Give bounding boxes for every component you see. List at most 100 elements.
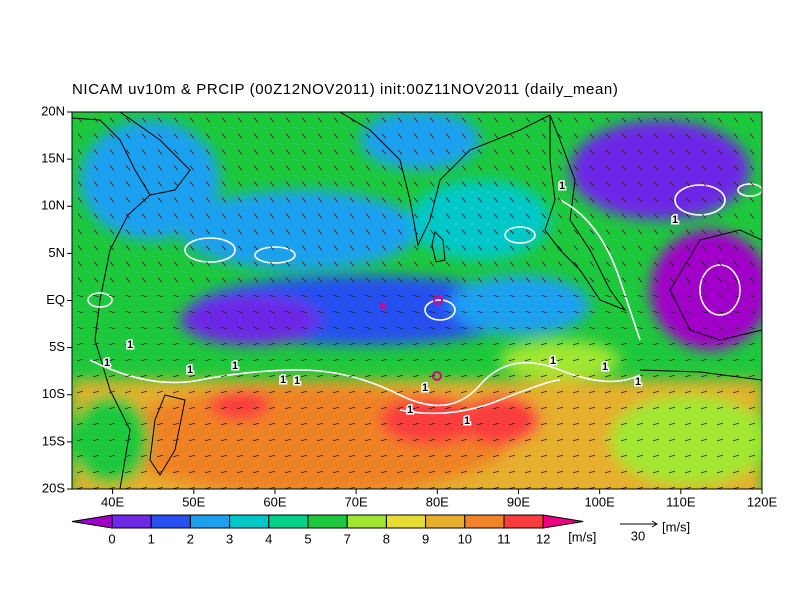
- wind-arrow: [141, 149, 147, 155]
- wind-arrow: [445, 165, 451, 171]
- wind-arrow: [108, 358, 116, 362]
- wind-arrow: [620, 294, 628, 298]
- wind-arrow: [76, 438, 84, 442]
- wind-arrow: [317, 213, 323, 219]
- wind-arrow: [653, 149, 659, 155]
- wind-arrow: [508, 470, 516, 474]
- wind-arrow: [460, 294, 468, 298]
- wind-arrow: [349, 245, 355, 251]
- wind-arrow: [236, 294, 244, 298]
- wind-arrow: [348, 422, 356, 426]
- wind-arrow: [108, 438, 116, 442]
- wind-arrow: [125, 181, 131, 187]
- wind-arrow: [605, 277, 611, 283]
- wind-arrow: [172, 390, 180, 394]
- contour-label: 1: [187, 364, 193, 376]
- x-tick-label: 40E: [101, 494, 124, 509]
- wind-arrow: [317, 229, 323, 235]
- colorbar-segment: [503, 514, 544, 529]
- wind-arrow: [749, 245, 755, 251]
- wind-arrow: [109, 277, 115, 283]
- wind-arrow: [637, 149, 643, 155]
- wind-arrow: [348, 454, 356, 458]
- wind-arrow: [684, 326, 692, 330]
- wind-arrow: [380, 470, 388, 474]
- wind-arrow: [668, 438, 676, 442]
- wind-arrow: [300, 406, 308, 410]
- wind-arrow: [476, 390, 484, 394]
- wind-arrow: [77, 181, 83, 187]
- wind-arrow: [621, 261, 627, 267]
- wind-arrow: [349, 117, 355, 123]
- wind-arrow: [236, 310, 244, 314]
- wind-arrow: [221, 213, 227, 219]
- wind-arrow: [284, 358, 292, 362]
- wind-arrow: [397, 165, 403, 171]
- wind-arrow: [477, 197, 483, 203]
- wind-arrow: [700, 390, 708, 394]
- wind-arrow: [348, 438, 356, 442]
- wind-arrow: [125, 229, 131, 235]
- wind-arrow: [284, 374, 292, 378]
- colorbar-unit: [m/s]: [568, 529, 596, 544]
- wind-arrow: [333, 261, 339, 267]
- wind-arrow: [252, 310, 260, 314]
- wind-arrow: [572, 326, 580, 330]
- wind-arrow: [252, 470, 260, 474]
- wind-arrow: [748, 358, 756, 362]
- wind-arrow: [572, 294, 580, 298]
- wind-arrow: [461, 213, 467, 219]
- wind-arrow: [173, 149, 179, 155]
- contour-label: 1: [127, 339, 133, 351]
- wind-arrow: [589, 117, 595, 123]
- wind-arrow: [300, 390, 308, 394]
- wind-arrow: [141, 277, 147, 283]
- colorbar-label: 11: [497, 531, 511, 546]
- wind-arrow: [285, 229, 291, 235]
- wind-arrow: [156, 390, 164, 394]
- wind-arrow: [381, 117, 387, 123]
- wind-arrow: [380, 310, 388, 314]
- wind-arrow: [173, 213, 179, 219]
- wind-arrow: [605, 149, 611, 155]
- wind-arrow: [157, 229, 163, 235]
- wind-arrow: [716, 374, 724, 378]
- wind-arrow: [140, 294, 148, 298]
- wind-arrow: [77, 229, 83, 235]
- wind-arrow: [172, 454, 180, 458]
- wind-arrow: [477, 149, 483, 155]
- wind-arrow: [604, 342, 612, 346]
- wind-arrow: [284, 310, 292, 314]
- wind-arrow: [557, 261, 563, 267]
- wind-arrow: [508, 342, 516, 346]
- wind-arrow: [221, 197, 227, 203]
- wind-arrow: [285, 181, 291, 187]
- wind-arrow: [476, 406, 484, 410]
- wind-arrow: [317, 181, 323, 187]
- colorbar-label: 5: [304, 531, 311, 546]
- wind-arrow: [109, 133, 115, 139]
- wind-arrow: [380, 454, 388, 458]
- wind-arrow: [477, 245, 483, 251]
- wind-arrow: [301, 261, 307, 267]
- wind-arrow: [413, 197, 419, 203]
- wind-arrow: [476, 438, 484, 442]
- wind-arrow: [604, 294, 612, 298]
- wind-arrow: [252, 438, 260, 442]
- colorbar-segment: [464, 514, 505, 529]
- wind-arrow: [749, 229, 755, 235]
- wind-arrow: [93, 165, 99, 171]
- sri-lanka: [431, 231, 446, 263]
- wind-arrow: [92, 342, 100, 346]
- wind-arrow: [252, 358, 260, 362]
- wind-arrow: [652, 358, 660, 362]
- wind-arrow: [700, 326, 708, 330]
- wind-arrow: [701, 261, 707, 267]
- wind-arrow: [269, 213, 275, 219]
- wind-arrow: [684, 310, 692, 314]
- wind-arrow: [205, 229, 211, 235]
- wind-arrow: [733, 261, 739, 267]
- wind-arrow: [364, 294, 372, 298]
- wind-arrow: [140, 406, 148, 410]
- wind-arrow: [204, 390, 212, 394]
